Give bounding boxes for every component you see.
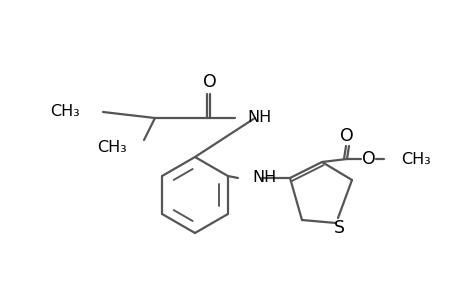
- Text: O: O: [339, 127, 353, 145]
- Text: CH₃: CH₃: [400, 152, 430, 166]
- Text: S: S: [333, 219, 344, 237]
- Text: O: O: [203, 73, 216, 91]
- Text: NH: NH: [252, 170, 275, 185]
- Text: CH₃: CH₃: [50, 104, 80, 119]
- Text: O: O: [361, 150, 375, 168]
- Text: NH: NH: [246, 110, 271, 125]
- Text: CH₃: CH₃: [97, 140, 127, 154]
